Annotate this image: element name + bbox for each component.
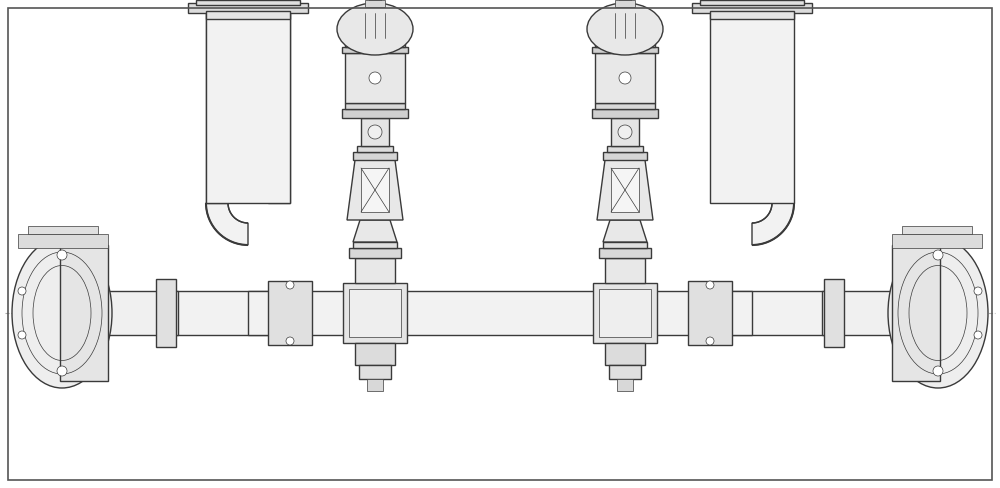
Bar (345, 53, 405, 103)
Polygon shape (347, 160, 403, 220)
Circle shape (933, 366, 943, 376)
Bar (357, 146, 393, 152)
Ellipse shape (888, 238, 988, 388)
Bar (892, 245, 940, 381)
Circle shape (618, 125, 632, 139)
Bar (268, 281, 312, 345)
Circle shape (18, 287, 26, 295)
Bar (100, 291, 178, 335)
Bar (18, 234, 108, 248)
Bar (595, 53, 655, 103)
Polygon shape (752, 203, 794, 245)
Circle shape (286, 337, 294, 345)
Bar (692, 3, 812, 13)
Bar (603, 242, 647, 248)
Circle shape (706, 281, 714, 289)
Bar (892, 234, 982, 248)
Bar (599, 289, 651, 337)
Bar (365, 0, 385, 7)
Bar (605, 343, 645, 365)
Bar (617, 379, 633, 391)
Bar (605, 258, 645, 283)
Bar (188, 3, 308, 13)
Bar (345, 42, 405, 47)
Circle shape (933, 250, 943, 260)
Circle shape (974, 331, 982, 339)
Bar (361, 168, 389, 212)
Circle shape (57, 366, 67, 376)
Bar (615, 0, 635, 7)
Ellipse shape (587, 3, 663, 55)
Bar (593, 283, 657, 343)
Bar (349, 289, 401, 337)
Bar (342, 47, 408, 53)
Bar (359, 365, 391, 379)
Bar (353, 152, 397, 160)
Bar (902, 226, 972, 234)
Circle shape (619, 72, 631, 84)
Bar (156, 279, 176, 347)
Circle shape (57, 250, 67, 260)
Bar (355, 258, 395, 283)
Bar (367, 379, 383, 391)
Bar (822, 291, 900, 335)
Circle shape (706, 337, 714, 345)
Bar (60, 245, 108, 381)
Bar (688, 281, 732, 345)
Bar (206, 2, 290, 203)
Bar (175, 291, 825, 335)
Circle shape (974, 287, 982, 295)
Bar (710, 11, 794, 19)
Circle shape (18, 331, 26, 339)
Ellipse shape (337, 3, 413, 55)
Circle shape (286, 281, 294, 289)
Bar (592, 47, 658, 53)
Bar (353, 242, 397, 248)
Polygon shape (353, 220, 397, 242)
Bar (342, 109, 408, 118)
Bar (345, 103, 405, 109)
Bar (603, 152, 647, 160)
Bar (349, 248, 401, 258)
Bar (592, 109, 658, 118)
Bar (611, 168, 639, 212)
Circle shape (369, 72, 381, 84)
Bar (611, 118, 639, 146)
Bar (28, 226, 98, 234)
Polygon shape (206, 203, 248, 245)
Bar (343, 283, 407, 343)
Bar (710, 2, 794, 203)
Bar (607, 146, 643, 152)
Bar (268, 5, 290, 203)
Bar (700, 0, 804, 5)
Bar (595, 103, 655, 109)
Bar (272, 291, 308, 335)
Polygon shape (603, 220, 647, 242)
Bar (710, 291, 752, 335)
Ellipse shape (12, 238, 112, 388)
Bar (196, 0, 300, 5)
Bar (361, 118, 389, 146)
Bar (692, 291, 728, 335)
Circle shape (368, 125, 382, 139)
Bar (595, 42, 655, 47)
Bar (609, 365, 641, 379)
Bar (248, 291, 290, 335)
Polygon shape (597, 160, 653, 220)
Bar (824, 279, 844, 347)
Bar (355, 343, 395, 365)
Bar (599, 248, 651, 258)
Bar (206, 11, 290, 19)
Bar (206, 5, 228, 203)
